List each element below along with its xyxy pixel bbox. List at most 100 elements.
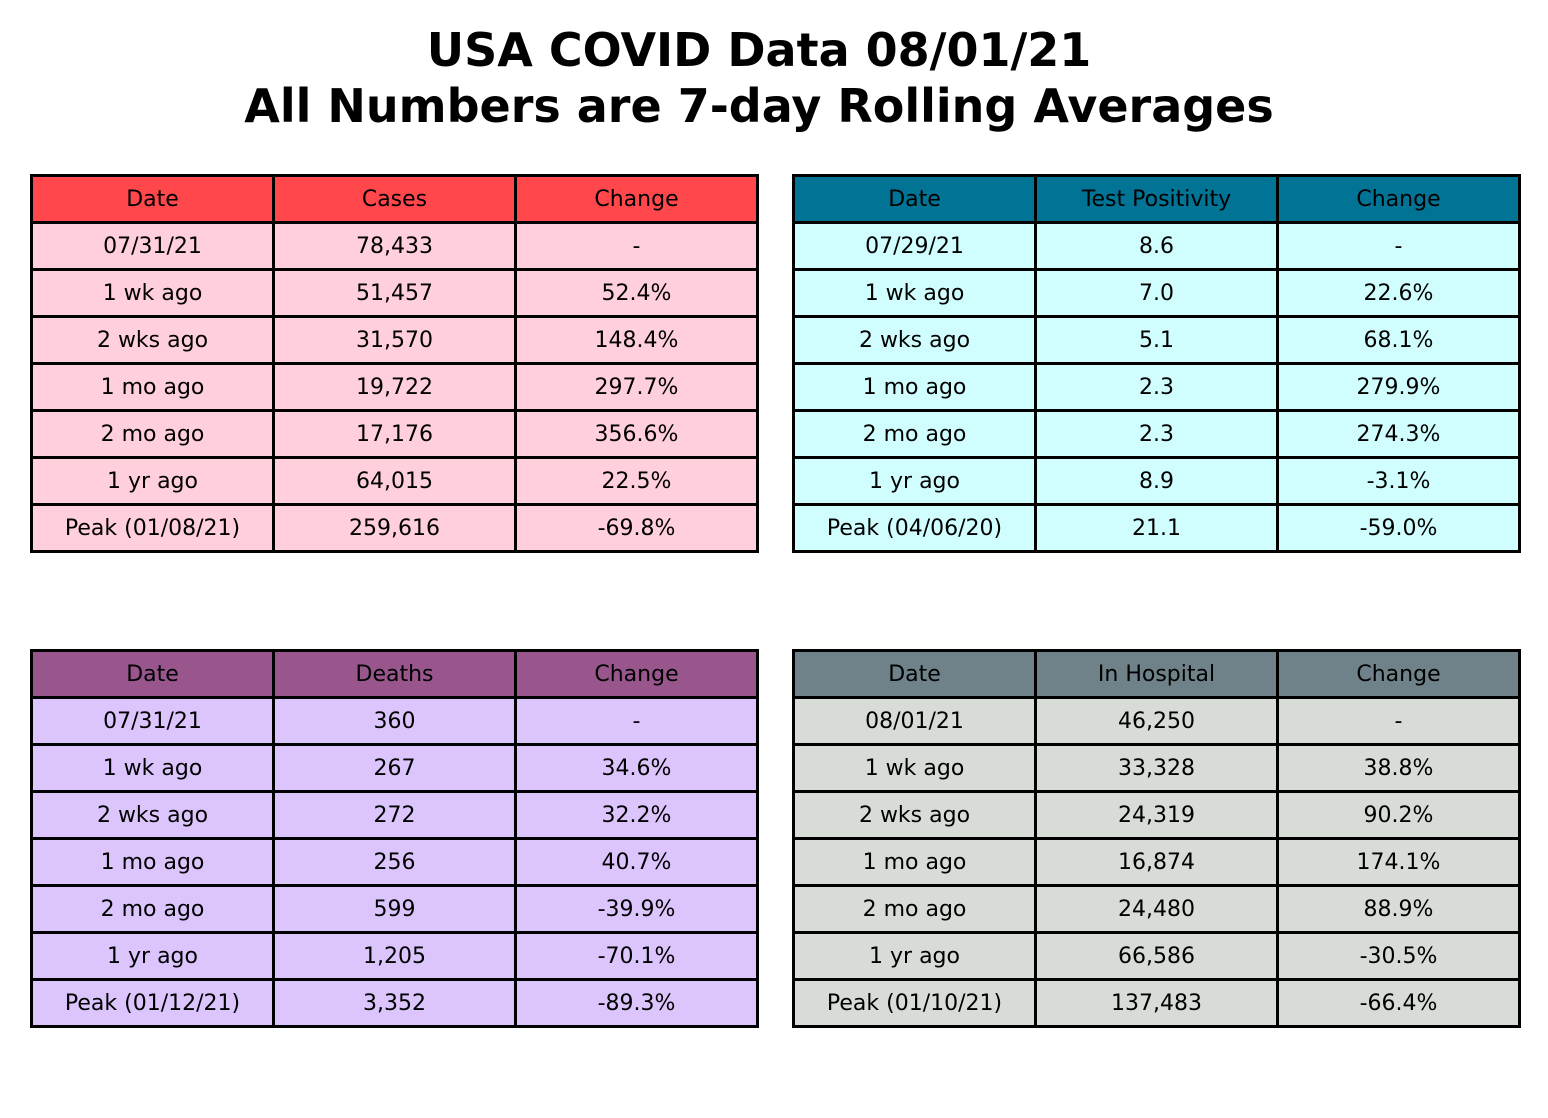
table-cell: 22.6% xyxy=(1276,268,1521,318)
table-cell: 148.4% xyxy=(514,315,759,365)
table-cell: 2 mo ago xyxy=(30,884,275,934)
table-row: 07/31/21 360- xyxy=(30,696,759,746)
table-cell: 267 xyxy=(272,743,517,793)
table-row: 1 yr ago 1,205 -70.1% xyxy=(30,931,759,981)
table-row: Peak (01/10/21) 137,483 -66.4% xyxy=(792,978,1521,1028)
table-cell: 2 mo ago xyxy=(30,409,275,459)
table-row: Peak (01/08/21) 259,616 -69.8% xyxy=(30,503,759,553)
table-cell: 24,319 xyxy=(1034,790,1279,840)
table-row: Peak (01/12/21) 3,352 -89.3% xyxy=(30,978,759,1028)
table-cell: 1 yr ago xyxy=(792,456,1037,506)
column-header: Change xyxy=(514,174,759,224)
table-cell: 78,433 xyxy=(272,221,517,271)
in-hospital-table: Date In Hospital Change 08/01/21 46,250-1 wk… xyxy=(792,649,1521,1028)
table-row: 2 wks ago 24,319 90.2% xyxy=(792,790,1521,840)
table-cell: Peak (01/10/21) xyxy=(792,978,1037,1028)
table-cell: 2 wks ago xyxy=(30,315,275,365)
table-cell: 7.0 xyxy=(1034,268,1279,318)
chart-title: USA COVID Data 08/01/21 All Numbers are … xyxy=(0,22,1518,134)
column-header: In Hospital xyxy=(1034,649,1279,699)
table-cell: 1 mo ago xyxy=(30,362,275,412)
deaths-table: Date Deaths Change 07/31/21 360-1 wk ago 267 3… xyxy=(30,649,759,1028)
column-header: Deaths xyxy=(272,649,517,699)
table-cell: 07/29/21 xyxy=(792,221,1037,271)
table-row: 1 wk ago 51,457 52.4% xyxy=(30,268,759,318)
table-cell: 8.6 xyxy=(1034,221,1279,271)
table-row: 1 yr ago 8.9 -3.1% xyxy=(792,456,1521,506)
table-cell: 33,328 xyxy=(1034,743,1279,793)
table-cell: -59.0% xyxy=(1276,503,1521,553)
table-cell: 90.2% xyxy=(1276,790,1521,840)
table-cell: 1,205 xyxy=(272,931,517,981)
table-cell: 2.3 xyxy=(1034,409,1279,459)
table-cell: 1 wk ago xyxy=(30,268,275,318)
table-cell: 52.4% xyxy=(514,268,759,318)
table-cell: 137,483 xyxy=(1034,978,1279,1028)
table-cell: 64,015 xyxy=(272,456,517,506)
column-header: Date xyxy=(792,649,1037,699)
title-line-1: USA COVID Data 08/01/21 xyxy=(426,23,1092,77)
table-row: 08/01/21 46,250- xyxy=(792,696,1521,746)
table-cell: 279.9% xyxy=(1276,362,1521,412)
table-cell: 1 yr ago xyxy=(30,931,275,981)
table-cell: 5.1 xyxy=(1034,315,1279,365)
table-cell: 356.6% xyxy=(514,409,759,459)
table-cell: 38.8% xyxy=(1276,743,1521,793)
header-row: Date Cases Change xyxy=(30,174,759,224)
table-cell: 3,352 xyxy=(272,978,517,1028)
table-cell: 272 xyxy=(272,790,517,840)
table-cell: -69.8% xyxy=(514,503,759,553)
column-header: Cases xyxy=(272,174,517,224)
table-cell: Peak (04/06/20) xyxy=(792,503,1037,553)
table-cell: Peak (01/08/21) xyxy=(30,503,275,553)
table-cell: 360 xyxy=(272,696,517,746)
table-row: 1 wk ago 267 34.6% xyxy=(30,743,759,793)
table-cell: 31,570 xyxy=(272,315,517,365)
table-cell: 68.1% xyxy=(1276,315,1521,365)
table-cell: -70.1% xyxy=(514,931,759,981)
header-row: Date Deaths Change xyxy=(30,649,759,699)
test-positivity-table: Date Test Positivity Change 07/29/21 8.6-1 w… xyxy=(792,174,1521,553)
table-row: 1 yr ago 64,015 22.5% xyxy=(30,456,759,506)
table-cell: -3.1% xyxy=(1276,456,1521,506)
table-cell: 24,480 xyxy=(1034,884,1279,934)
table-cell: 1 mo ago xyxy=(792,837,1037,887)
column-header: Date xyxy=(30,174,275,224)
table-cell: 2 mo ago xyxy=(792,409,1037,459)
table-cell: 21.1 xyxy=(1034,503,1279,553)
table-row: 07/29/21 8.6- xyxy=(792,221,1521,271)
table-row: 1 mo ago 256 40.7% xyxy=(30,837,759,887)
table-row: 1 yr ago 66,586 -30.5% xyxy=(792,931,1521,981)
table-row: 1 mo ago 16,874 174.1% xyxy=(792,837,1521,887)
table-cell: 1 wk ago xyxy=(30,743,275,793)
table-cell: -30.5% xyxy=(1276,931,1521,981)
column-header: Change xyxy=(514,649,759,699)
table-row: 07/31/21 78,433- xyxy=(30,221,759,271)
table-cell: 1 wk ago xyxy=(792,268,1037,318)
table-cell: 19,722 xyxy=(272,362,517,412)
table-cell: 297.7% xyxy=(514,362,759,412)
table-cell: - xyxy=(1276,221,1521,271)
table-cell: 259,616 xyxy=(272,503,517,553)
table-row: 1 wk ago 33,328 38.8% xyxy=(792,743,1521,793)
column-header: Date xyxy=(30,649,275,699)
table-cell: 2 mo ago xyxy=(792,884,1037,934)
column-header: Change xyxy=(1276,649,1521,699)
table-cell: 8.9 xyxy=(1034,456,1279,506)
header-row: Date Test Positivity Change xyxy=(792,174,1521,224)
table-row: 2 mo ago 599 -39.9% xyxy=(30,884,759,934)
table-cell: 174.1% xyxy=(1276,837,1521,887)
table-row: 2 mo ago 24,480 88.9% xyxy=(792,884,1521,934)
table-cell: 32.2% xyxy=(514,790,759,840)
column-header: Change xyxy=(1276,174,1521,224)
table-cell: 1 yr ago xyxy=(30,456,275,506)
header-row: Date In Hospital Change xyxy=(792,649,1521,699)
table-cell: 2 wks ago xyxy=(792,790,1037,840)
table-cell: 1 yr ago xyxy=(792,931,1037,981)
table-cell: 07/31/21 xyxy=(30,696,275,746)
table-cell: - xyxy=(1276,696,1521,746)
table-cell: 2 wks ago xyxy=(30,790,275,840)
table-cell: 16,874 xyxy=(1034,837,1279,887)
table-row: 1 wk ago 7.0 22.6% xyxy=(792,268,1521,318)
table-cell: 256 xyxy=(272,837,517,887)
